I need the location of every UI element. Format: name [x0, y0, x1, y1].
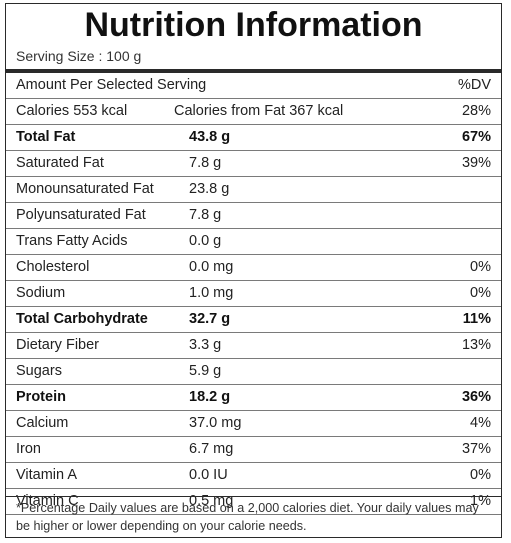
calories-value: Calories 553 kcal — [16, 103, 128, 119]
nutrient-amount: 3.3 g — [189, 337, 222, 353]
nutrient-amount: 0.0 g — [189, 233, 222, 249]
table-row: Vitamin A 0.0 IU 0% — [6, 463, 501, 489]
panel-title: Nutrition Information — [84, 6, 423, 44]
nutrient-name: Iron — [16, 441, 41, 457]
nutrient-dv: 0% — [470, 467, 491, 483]
nutrient-amount: 43.8 g — [189, 129, 231, 145]
nutrient-name: Trans Fatty Acids — [16, 233, 128, 249]
calories-row: Calories 553 kcal Calories from Fat 367 … — [6, 99, 501, 125]
nutrient-name: Monounsaturated Fat — [16, 181, 154, 197]
nutrient-dv: 11% — [462, 311, 491, 327]
calories-from-fat: Calories from Fat 367 kcal — [174, 103, 344, 119]
table-row: Protein 18.2 g 36% — [6, 385, 501, 411]
nutrient-rows: Total Fat 43.8 g 67% Saturated Fat 7.8 g 39% M… — [6, 125, 501, 515]
nutrient-name: Sodium — [16, 285, 66, 301]
nutrient-dv: 13% — [461, 337, 491, 353]
nutrient-amount: 0.0 IU — [189, 467, 228, 483]
nutrient-dv: 36% — [461, 389, 491, 405]
footnote: *Percentage Daily values are based on a … — [6, 496, 501, 535]
header-amount-label: Amount Per Selected Serving — [16, 77, 207, 93]
table-header-row: Amount Per Selected Serving %DV — [6, 73, 501, 99]
calories-dv: 28% — [461, 103, 491, 119]
table-row: Total Fat 43.8 g 67% — [6, 125, 501, 151]
nutrient-name: Vitamin A — [16, 467, 77, 483]
table-row: Saturated Fat 7.8 g 39% — [6, 151, 501, 177]
nutrient-amount: 1.0 mg — [189, 285, 234, 301]
nutrient-amount: 7.8 g — [189, 207, 222, 223]
nutrient-dv: 4% — [470, 415, 491, 431]
table-row: Dietary Fiber 3.3 g 13% — [6, 333, 501, 359]
table-row: Cholesterol 0.0 mg 0% — [6, 255, 501, 281]
table-row: Sugars 5.9 g — [6, 359, 501, 385]
nutrient-dv: 0% — [470, 285, 491, 301]
nutrient-amount: 5.9 g — [189, 363, 222, 379]
nutrient-name: Dietary Fiber — [16, 337, 99, 353]
table-row: Iron 6.7 mg 37% — [6, 437, 501, 463]
table-row: Trans Fatty Acids 0.0 g — [6, 229, 501, 255]
table-row: Total Carbohydrate 32.7 g 11% — [6, 307, 501, 333]
nutrient-dv: 39% — [461, 155, 491, 171]
header-dv-label: %DV — [457, 77, 491, 93]
nutrient-name: Total Fat — [16, 129, 76, 145]
serving-size: Serving Size : 100 g — [16, 48, 142, 64]
nutrient-amount: 32.7 g — [189, 311, 231, 327]
nutrient-amount: 6.7 mg — [189, 441, 234, 457]
nutrient-amount: 0.5 mg — [189, 493, 234, 509]
table-row: Vitamin C 0.5 mg 1% — [6, 489, 501, 515]
nutrient-name: Saturated Fat — [16, 155, 104, 171]
nutrient-table: Amount Per Selected Serving %DV Calories… — [6, 73, 501, 515]
nutrient-dv: 37% — [461, 441, 491, 457]
nutrient-name: Cholesterol — [16, 259, 90, 275]
nutrient-amount: 23.8 g — [189, 181, 230, 197]
nutrition-panel: Nutrition Information Serving Size : 100… — [5, 3, 502, 538]
nutrient-amount: 18.2 g — [189, 389, 231, 405]
nutrient-amount: 7.8 g — [189, 155, 222, 171]
table-row: Calcium 37.0 mg 4% — [6, 411, 501, 437]
thick-divider — [6, 69, 501, 73]
nutrient-name: Sugars — [16, 363, 62, 379]
nutrient-name: Protein — [16, 389, 66, 405]
nutrient-name: Vitamin C — [16, 493, 79, 509]
nutrient-dv: 1% — [470, 493, 491, 509]
nutrient-dv: 0% — [470, 259, 491, 275]
nutrient-amount: 37.0 mg — [189, 415, 242, 431]
nutrient-name: Polyunsaturated Fat — [16, 207, 146, 223]
nutrient-name: Total Carbohydrate — [16, 311, 148, 327]
table-row: Monounsaturated Fat 23.8 g — [6, 177, 501, 203]
nutrient-amount: 0.0 mg — [189, 259, 234, 275]
nutrient-name: Calcium — [16, 415, 69, 431]
nutrient-dv: 67% — [461, 129, 491, 145]
table-row: Sodium 1.0 mg 0% — [6, 281, 501, 307]
table-row: Polyunsaturated Fat 7.8 g — [6, 203, 501, 229]
